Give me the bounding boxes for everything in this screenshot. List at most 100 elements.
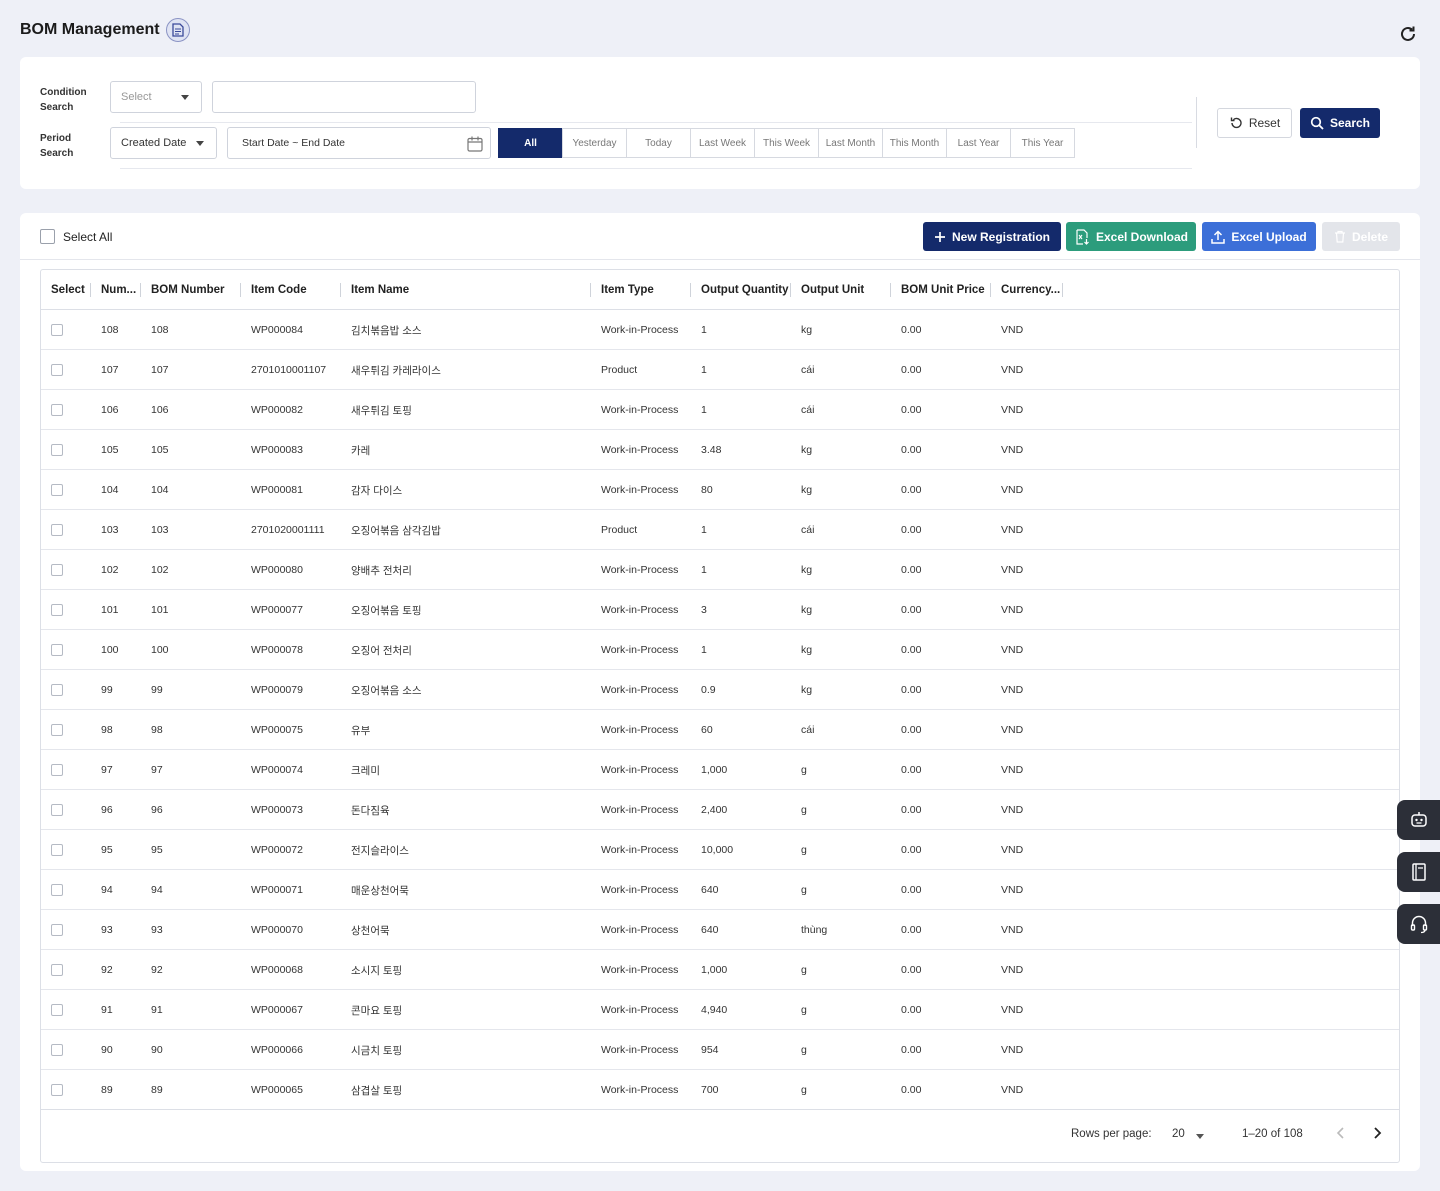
column-header[interactable]: Select: [41, 270, 91, 310]
row-checkbox[interactable]: [51, 444, 63, 456]
period-this-month[interactable]: This Month: [882, 128, 947, 158]
next-page-button[interactable]: [1370, 1126, 1384, 1143]
row-checkbox[interactable]: [51, 724, 63, 736]
column-header[interactable]: Output Quantity: [691, 270, 791, 310]
column-resize-handle[interactable]: [690, 283, 691, 297]
row-checkbox[interactable]: [51, 1044, 63, 1056]
row-checkbox[interactable]: [51, 324, 63, 336]
row-checkbox[interactable]: [51, 804, 63, 816]
column-resize-handle[interactable]: [890, 283, 891, 297]
table-row[interactable]: 101 101 WP000077 오징어볶음 토핑 Work-in-Process 3 kg…: [41, 590, 1399, 630]
table-row[interactable]: 92 92 WP000068 소시지 토핑 Work-in-Process 1,000 g 0…: [41, 950, 1399, 990]
select-all-checkbox[interactable]: Select All: [40, 229, 112, 244]
period-last-month[interactable]: Last Month: [818, 128, 883, 158]
period-last-year[interactable]: Last Year: [946, 128, 1011, 158]
table-row[interactable]: 98 98 WP000075 유부 Work-in-Process 60 cái 0.00 VN…: [41, 710, 1399, 750]
previous-page-button[interactable]: [1334, 1126, 1348, 1143]
column-resize-handle[interactable]: [90, 283, 91, 297]
row-checkbox[interactable]: [51, 884, 63, 896]
condition-select[interactable]: Select: [110, 81, 202, 113]
item-type-cell: Work-in-Process: [601, 564, 679, 576]
table-row[interactable]: 91 91 WP000067 콘마요 토핑 Work-in-Process 4,940 g 0…: [41, 990, 1399, 1030]
row-checkbox[interactable]: [51, 644, 63, 656]
row-checkbox[interactable]: [51, 484, 63, 496]
refresh-icon: [1401, 26, 1415, 41]
column-header[interactable]: BOM Unit Price: [891, 270, 991, 310]
column-header[interactable]: Item Name: [341, 270, 591, 310]
column-header[interactable]: Num...: [91, 270, 141, 310]
row-checkbox[interactable]: [51, 564, 63, 576]
chevron-down-icon[interactable]: [1196, 1134, 1204, 1139]
period-yesterday[interactable]: Yesterday: [562, 128, 627, 158]
rows-per-page-select[interactable]: 20: [1172, 1128, 1185, 1140]
item-code-cell: WP000083: [251, 444, 303, 456]
item-code-cell: WP000066: [251, 1044, 303, 1056]
delete-button[interactable]: Delete: [1322, 222, 1400, 251]
table-row[interactable]: 107 107 2701010001107 새우튀김 카레라이스 Product 1 cái…: [41, 350, 1399, 390]
calendar-icon[interactable]: [466, 135, 484, 156]
period-this-week[interactable]: This Week: [754, 128, 819, 158]
column-resize-handle[interactable]: [990, 283, 991, 297]
excel-upload-button[interactable]: Excel Upload: [1202, 222, 1316, 251]
column-header[interactable]: Output Unit: [791, 270, 891, 310]
checkbox[interactable]: [40, 229, 55, 244]
period-last-week[interactable]: Last Week: [690, 128, 755, 158]
row-checkbox[interactable]: [51, 924, 63, 936]
period-today[interactable]: Today: [626, 128, 691, 158]
column-resize-handle[interactable]: [1062, 283, 1063, 297]
period-this-year[interactable]: This Year: [1010, 128, 1075, 158]
period-all[interactable]: All: [498, 128, 563, 158]
column-header[interactable]: Currency...: [991, 270, 1063, 310]
column-header[interactable]: Item Type: [591, 270, 691, 310]
table-row[interactable]: 99 99 WP000079 오징어볶음 소스 Work-in-Process 0.9 kg…: [41, 670, 1399, 710]
table-row[interactable]: 97 97 WP000074 크레미 Work-in-Process 1,000 g 0.00…: [41, 750, 1399, 790]
table-row[interactable]: 94 94 WP000071 매운상천어묵 Work-in-Process 640 g 0.0…: [41, 870, 1399, 910]
row-checkbox[interactable]: [51, 1084, 63, 1096]
row-checkbox[interactable]: [51, 1004, 63, 1016]
row-checkbox[interactable]: [51, 524, 63, 536]
bom-number-cell: 89: [151, 1084, 163, 1096]
row-checkbox[interactable]: [51, 844, 63, 856]
row-checkbox[interactable]: [51, 964, 63, 976]
excel-download-button[interactable]: Excel Download: [1066, 222, 1196, 251]
date-range-picker[interactable]: Start Date ~ End Date: [227, 127, 491, 159]
column-resize-handle[interactable]: [240, 283, 241, 297]
output-unit-cell: g: [801, 1044, 807, 1056]
manual-button[interactable]: [1397, 852, 1440, 892]
bom-unit-price-cell: 0.00: [901, 324, 922, 336]
table-row[interactable]: 89 89 WP000065 삼겹살 토핑 Work-in-Process 700 g 0.0…: [41, 1070, 1399, 1110]
column-resize-handle[interactable]: [590, 283, 591, 297]
search-button[interactable]: Search: [1300, 108, 1380, 138]
column-header[interactable]: Item Code: [241, 270, 341, 310]
table-row[interactable]: 108 108 WP000084 김치볶음밥 소스 Work-in-Process 1 kg…: [41, 310, 1399, 350]
table-row[interactable]: 96 96 WP000073 돈다짐육 Work-in-Process 2,400 g 0.0…: [41, 790, 1399, 830]
reset-button[interactable]: Reset: [1217, 108, 1292, 138]
table-row[interactable]: 95 95 WP000072 전지슬라이스 Work-in-Process 10,000 g…: [41, 830, 1399, 870]
table-row[interactable]: 104 104 WP000081 감자 다이스 Work-in-Process 80 kg 0…: [41, 470, 1399, 510]
table-row[interactable]: 106 106 WP000082 새우튀김 토핑 Work-in-Process 1 cái…: [41, 390, 1399, 430]
table-row[interactable]: 103 103 2701020001111 오징어볶음 삼각김밥 Product 1 cái…: [41, 510, 1399, 550]
row-checkbox[interactable]: [51, 764, 63, 776]
pagination: Rows per page: 20 1–20 of 108: [41, 1109, 1399, 1162]
table-row[interactable]: 93 93 WP000070 상천어묵 Work-in-Process 640 thùng 0…: [41, 910, 1399, 950]
table-row[interactable]: 105 105 WP000083 카레 Work-in-Process 3.48 kg 0.0…: [41, 430, 1399, 470]
row-checkbox[interactable]: [51, 364, 63, 376]
column-header[interactable]: BOM Number: [141, 270, 241, 310]
new-registration-button[interactable]: New Registration: [923, 222, 1061, 251]
column-resize-handle[interactable]: [790, 283, 791, 297]
refresh-button[interactable]: [1398, 24, 1418, 44]
period-type-select[interactable]: Created Date: [110, 127, 217, 159]
column-resize-handle[interactable]: [340, 283, 341, 297]
chatbot-button[interactable]: [1397, 800, 1440, 840]
table-row[interactable]: 90 90 WP000066 시금치 토핑 Work-in-Process 954 g 0.0…: [41, 1030, 1399, 1070]
support-button[interactable]: [1397, 904, 1440, 944]
column-resize-handle[interactable]: [140, 283, 141, 297]
row-checkbox[interactable]: [51, 684, 63, 696]
table-row[interactable]: 102 102 WP000080 양배추 전처리 Work-in-Process 1 kg 0…: [41, 550, 1399, 590]
condition-search-input[interactable]: [212, 81, 476, 113]
row-checkbox[interactable]: [51, 404, 63, 416]
table-row[interactable]: 100 100 WP000078 오징어 전처리 Work-in-Process 1 kg 0…: [41, 630, 1399, 670]
document-icon[interactable]: [165, 18, 190, 42]
item-type-cell: Work-in-Process: [601, 324, 679, 336]
row-checkbox[interactable]: [51, 604, 63, 616]
